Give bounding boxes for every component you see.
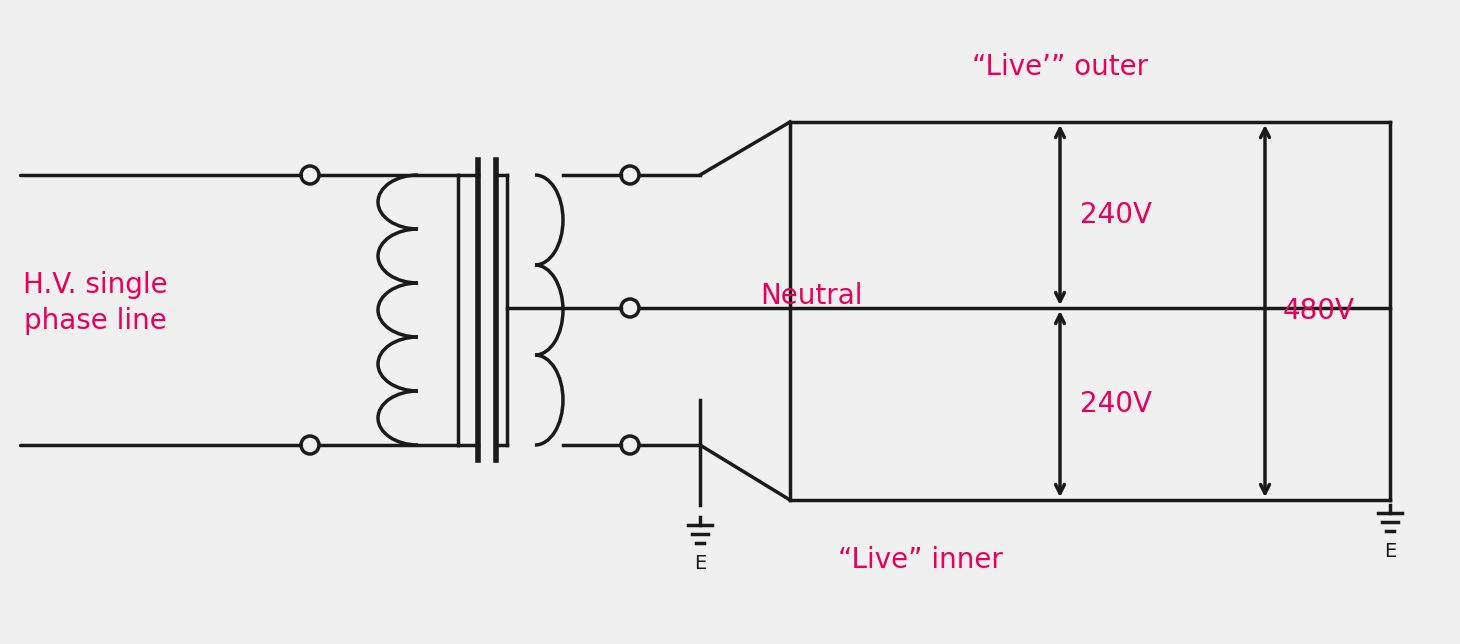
Text: E: E	[1384, 542, 1396, 561]
Text: “Live’” outer: “Live’” outer	[972, 53, 1148, 81]
Text: 480V: 480V	[1283, 297, 1355, 325]
Text: “Live” inner: “Live” inner	[838, 546, 1003, 574]
Text: Neutral: Neutral	[761, 282, 863, 310]
Text: E: E	[694, 554, 707, 573]
Text: 240V: 240V	[1080, 201, 1152, 229]
Text: H.V. single
phase line: H.V. single phase line	[23, 270, 168, 336]
Text: 240V: 240V	[1080, 390, 1152, 418]
